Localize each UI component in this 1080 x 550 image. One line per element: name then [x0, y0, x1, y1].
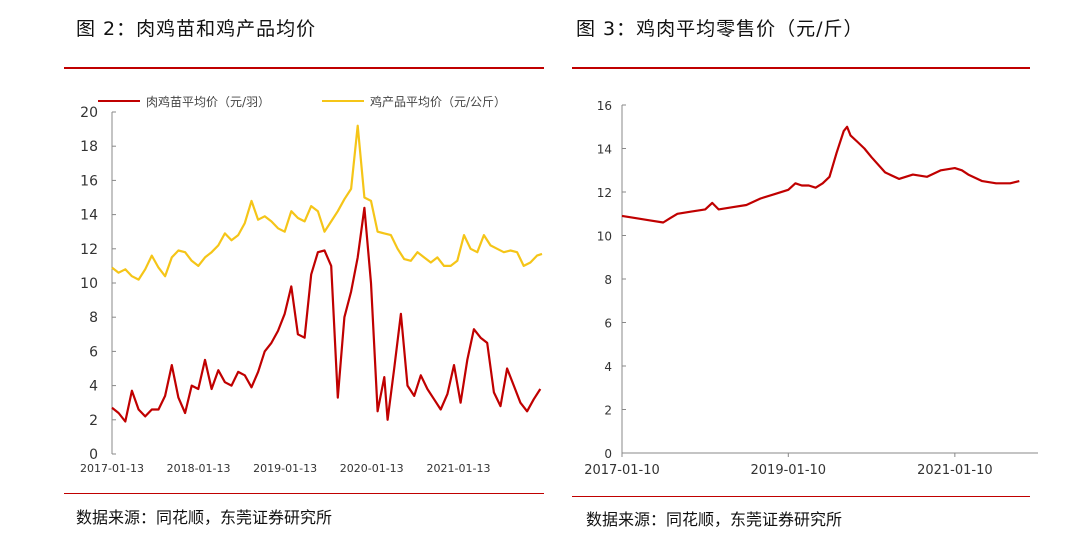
y-tick-label: 14	[597, 143, 612, 157]
source-right: 数据来源：同花顺，东莞证券研究所	[586, 510, 843, 529]
legend-label-series-2: 鸡产品平均价（元/公斤）	[370, 94, 506, 109]
y-tick-label: 0	[604, 447, 612, 461]
legend: 肉鸡苗平均价（元/羽） 鸡产品平均价（元/公斤）	[98, 94, 506, 109]
x-tick-label: 2019-01-10	[751, 463, 827, 478]
series-line-2	[111, 124, 543, 281]
series-line-1	[621, 125, 1020, 224]
y-tick-label: 4	[89, 379, 98, 395]
y-tick-label: 8	[89, 310, 98, 326]
legend-label-series-1: 肉鸡苗平均价（元/羽）	[146, 94, 270, 109]
chart-left: 肉鸡苗平均价（元/羽） 鸡产品平均价（元/公斤） 0 2 4 6 8 10 12 14 16 18…	[80, 94, 543, 475]
axes-left: 0 2 4 6 8 10 12 14 16 18 20 2017-01-13 2018-01-13 201…	[80, 105, 490, 475]
right-chart-panel: 图 3：鸡肉平均零售价（元/斤） 0 2 4 6 8 10 12 14 16 2017-01-10…	[560, 0, 1080, 542]
x-tick-label: 2021-01-13	[427, 462, 491, 475]
left-chart-panel: 图 2：肉鸡苗和鸡产品均价 肉鸡苗平均价（元/羽） 鸡产品平均价（元/公斤） 0…	[64, 18, 544, 527]
y-tick-label: 2	[89, 413, 98, 429]
x-tick-label: 2018-01-13	[167, 462, 231, 475]
y-tick-label: 16	[80, 173, 98, 189]
chart-right: 0 2 4 6 8 10 12 14 16 2017-01-10 2019-01-10 2021-01…	[584, 99, 1038, 478]
axes-right: 0 2 4 6 8 10 12 14 16 2017-01-10 2019-01-10 2021-01…	[584, 99, 1038, 478]
y-tick-label: 6	[604, 317, 612, 331]
y-tick-label: 8	[604, 273, 612, 287]
y-tick-label: 4	[604, 360, 612, 374]
y-tick-label: 0	[89, 447, 98, 463]
x-tick-label: 2017-01-13	[80, 462, 144, 475]
source-rule-right	[572, 496, 1030, 497]
source-left: 数据来源：同花顺，东莞证券研究所	[76, 508, 333, 527]
series-line-1	[111, 206, 542, 423]
y-tick-label: 2	[604, 404, 612, 418]
y-tick-label: 16	[597, 99, 612, 113]
y-tick-label: 12	[597, 186, 612, 200]
series-right	[621, 125, 1020, 224]
y-tick-label: 20	[80, 105, 98, 121]
title-rule-right	[572, 67, 1030, 69]
x-tick-label: 2017-01-10	[584, 463, 660, 478]
x-tick-label: 2020-01-13	[340, 462, 404, 475]
y-tick-label: 14	[80, 208, 98, 224]
figure-title-left: 图 2：肉鸡苗和鸡产品均价	[76, 18, 317, 40]
y-tick-label: 10	[597, 230, 612, 244]
y-tick-label: 18	[80, 139, 98, 155]
x-tick-label: 2019-01-13	[253, 462, 317, 475]
title-rule-left	[64, 67, 544, 69]
series-left	[111, 124, 543, 423]
y-tick-label: 10	[80, 276, 98, 292]
y-tick-label: 6	[89, 344, 98, 360]
source-rule-left	[64, 493, 544, 494]
y-tick-label: 12	[80, 242, 98, 258]
figure-title-right: 图 3：鸡肉平均零售价（元/斤）	[576, 18, 864, 40]
x-tick-label: 2021-01-10	[917, 463, 993, 478]
